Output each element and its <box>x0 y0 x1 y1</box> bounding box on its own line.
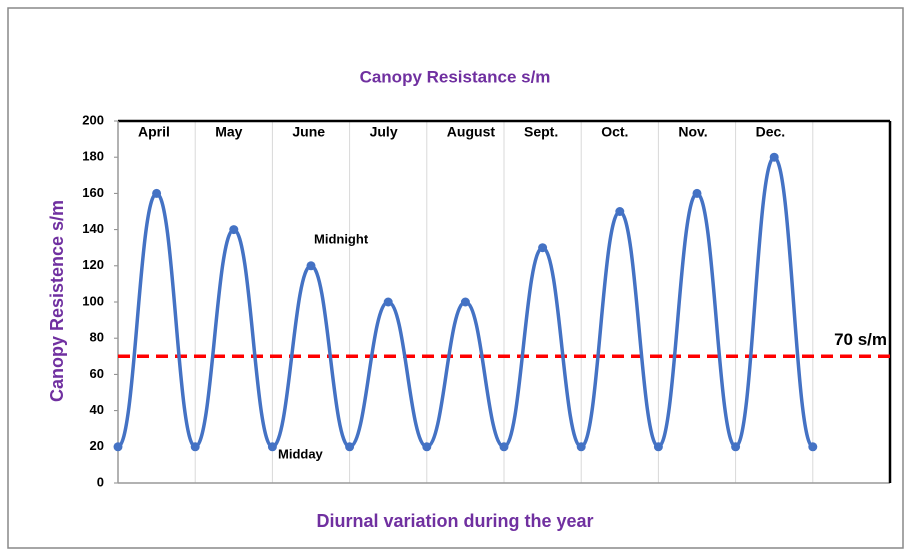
y-tick-label: 40 <box>90 402 104 417</box>
data-point <box>769 152 779 162</box>
data-point <box>615 207 625 216</box>
chart-frame <box>7 7 904 549</box>
month-label: May <box>215 124 242 140</box>
data-point <box>731 442 741 452</box>
y-tick-label: 80 <box>90 330 104 345</box>
month-label: Dec. <box>756 124 786 140</box>
data-point <box>229 225 239 235</box>
x-axis-label: Diurnal variation during the year <box>316 511 593 531</box>
data-point <box>538 243 548 253</box>
y-tick-label: 20 <box>90 438 104 453</box>
data-point <box>692 188 702 198</box>
y-tick-label: 140 <box>82 221 104 236</box>
month-label: June <box>292 124 325 140</box>
y-tick-label: 180 <box>82 149 104 164</box>
data-point <box>499 442 509 452</box>
data-point <box>113 442 123 452</box>
data-point <box>653 442 663 452</box>
month-label: Oct. <box>601 124 628 140</box>
chart-title: Canopy Resistance s/m <box>360 67 551 86</box>
y-tick-label: 120 <box>82 257 104 272</box>
data-point <box>422 442 432 452</box>
y-tick-label: 0 <box>97 474 104 489</box>
month-label: August <box>447 124 496 140</box>
annotation: Midnight <box>314 231 369 246</box>
month-label: July <box>370 124 398 140</box>
data-point <box>306 261 316 271</box>
data-point <box>808 442 818 452</box>
month-label: Sept. <box>524 124 558 140</box>
annotation: Midday <box>278 446 324 461</box>
data-point <box>345 442 355 452</box>
data-point <box>190 442 200 452</box>
y-tick-label: 200 <box>82 112 104 127</box>
y-tick-label: 60 <box>90 366 104 381</box>
data-point <box>460 297 470 307</box>
reference-label: 70 s/m <box>834 330 887 349</box>
month-label: Nov. <box>678 124 707 140</box>
y-tick-label: 160 <box>82 185 104 200</box>
y-axis-label: Canopy Resistence s/m <box>47 200 67 402</box>
data-point <box>267 442 277 452</box>
y-tick-label: 100 <box>82 293 104 308</box>
data-point <box>152 188 162 198</box>
data-point <box>383 297 393 307</box>
data-point <box>576 442 586 452</box>
month-label: April <box>138 124 170 140</box>
